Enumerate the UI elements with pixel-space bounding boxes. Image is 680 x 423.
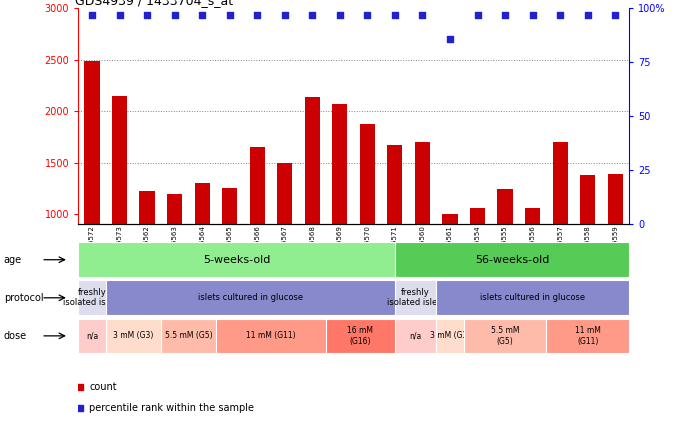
Point (141, 11, 152, 18)
Text: 3 mM (G3): 3 mM (G3) (113, 331, 154, 341)
Bar (222, 188, 237, 317)
Text: n/a: n/a (86, 331, 98, 341)
Bar (498, 189, 513, 317)
Point (445, 35, 456, 42)
Text: 11 mM (G11): 11 mM (G11) (246, 331, 296, 341)
Point (114, 11, 125, 18)
Point (197, 11, 207, 18)
Bar (84, 61, 99, 317)
Bar (194, 183, 209, 317)
Text: islets cultured in glucose: islets cultured in glucose (198, 293, 303, 302)
Text: 5.5 mM (G5): 5.5 mM (G5) (165, 331, 212, 341)
Bar (277, 162, 292, 317)
Point (610, 11, 621, 18)
Text: 5-weeks-old: 5-weeks-old (203, 255, 270, 265)
Text: islets cultured in glucose: islets cultured in glucose (480, 293, 585, 302)
Text: freshly
isolated islets: freshly isolated islets (63, 288, 121, 308)
Point (417, 11, 428, 18)
Bar (388, 145, 403, 317)
Bar (470, 208, 485, 317)
Bar (415, 142, 430, 317)
Bar (305, 97, 320, 317)
Point (362, 11, 373, 18)
Text: 5.5 mM
(G5): 5.5 mM (G5) (491, 326, 520, 346)
Text: protocol: protocol (4, 293, 44, 303)
Text: 11 mM
(G11): 11 mM (G11) (575, 326, 600, 346)
Text: count: count (90, 382, 117, 392)
Bar (139, 191, 154, 317)
Point (390, 11, 401, 18)
Text: n/a: n/a (409, 331, 422, 341)
Bar (167, 195, 182, 317)
Bar (580, 175, 595, 317)
Point (582, 11, 593, 18)
Point (527, 11, 538, 18)
Bar (443, 214, 458, 317)
Bar (250, 147, 265, 317)
Point (252, 11, 262, 18)
Point (555, 11, 566, 18)
Point (307, 11, 318, 18)
Point (279, 11, 290, 18)
Text: age: age (4, 255, 22, 265)
Text: 56-weeks-old: 56-weeks-old (475, 255, 549, 265)
Text: GDS4939 / 1433704_s_at: GDS4939 / 1433704_s_at (75, 0, 233, 7)
Point (224, 11, 235, 18)
Point (86, 11, 97, 18)
Point (335, 11, 345, 18)
Text: 3 mM (G3): 3 mM (G3) (430, 331, 470, 341)
Text: 16 mM
(G16): 16 mM (G16) (347, 326, 373, 346)
Text: dose: dose (4, 331, 27, 341)
Text: freshly
isolated islets: freshly isolated islets (387, 288, 445, 308)
Bar (525, 208, 540, 317)
Bar (360, 124, 375, 317)
Text: percentile rank within the sample: percentile rank within the sample (90, 403, 254, 413)
Bar (112, 96, 127, 317)
Bar (608, 174, 623, 317)
Point (500, 11, 511, 18)
Point (169, 11, 180, 18)
Point (472, 11, 483, 18)
Bar (333, 104, 347, 317)
Bar (553, 142, 568, 317)
